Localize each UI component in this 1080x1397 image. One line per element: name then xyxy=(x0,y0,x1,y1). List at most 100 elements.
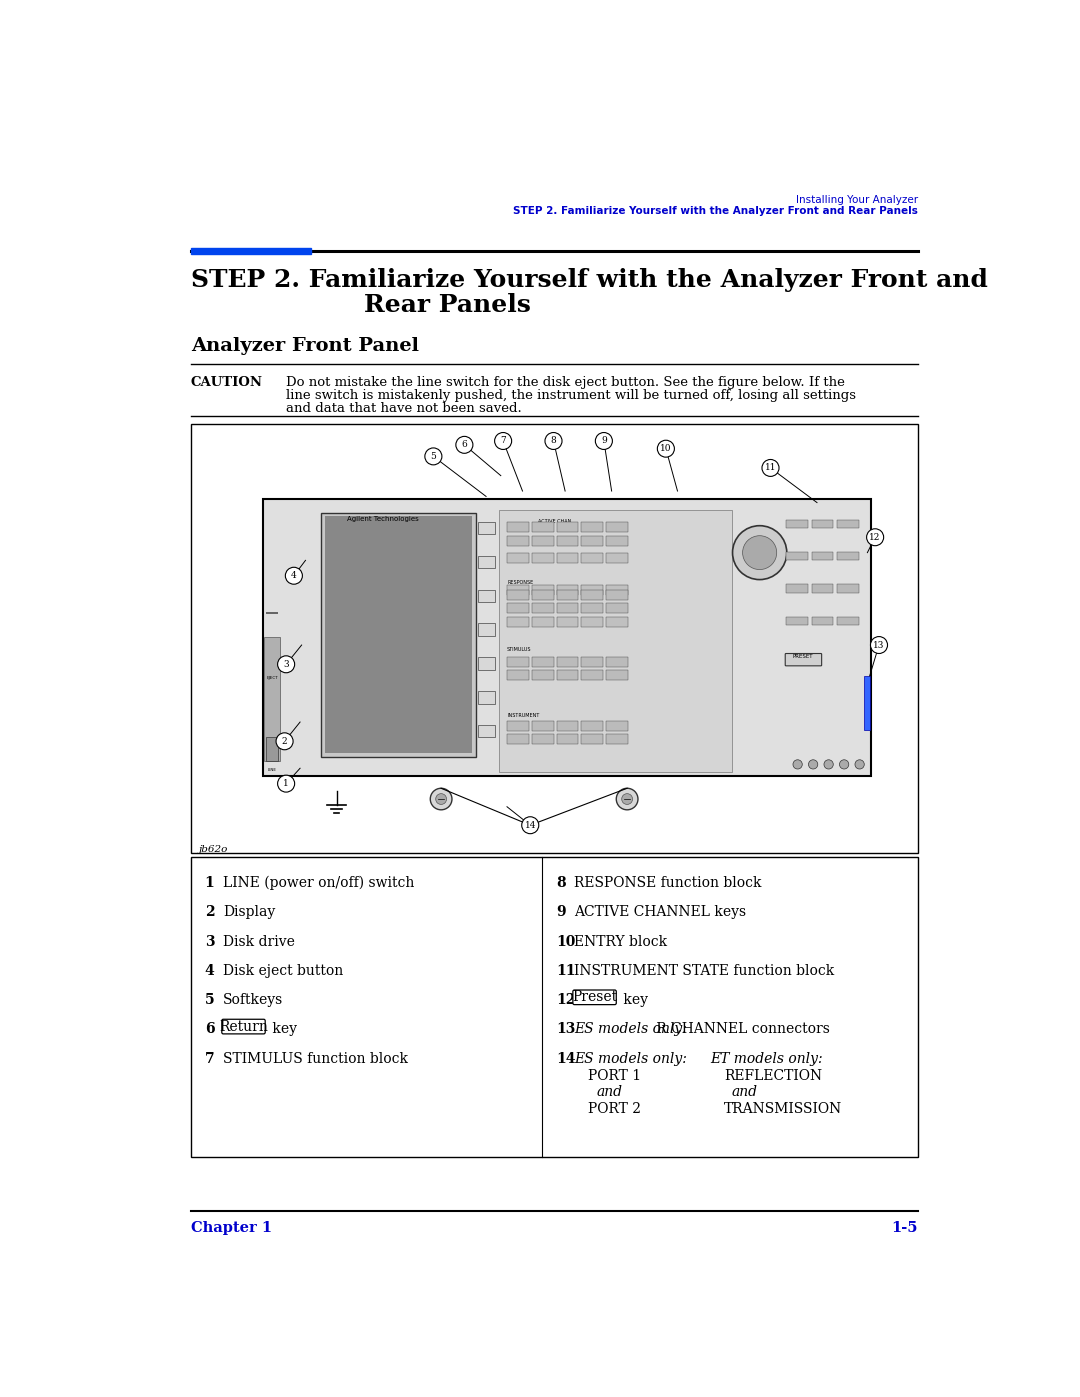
Circle shape xyxy=(762,460,779,476)
Bar xyxy=(606,522,627,532)
Text: 11: 11 xyxy=(765,464,777,472)
Text: 12: 12 xyxy=(869,532,881,542)
Text: 6: 6 xyxy=(461,440,468,450)
Bar xyxy=(581,617,603,627)
Circle shape xyxy=(495,433,512,450)
Bar xyxy=(581,721,603,731)
Text: 14: 14 xyxy=(556,1052,576,1066)
Bar xyxy=(191,425,918,854)
Bar xyxy=(811,520,834,528)
Text: TRANSMISSION: TRANSMISSION xyxy=(724,1102,842,1116)
Circle shape xyxy=(285,567,302,584)
Circle shape xyxy=(622,793,633,805)
Bar xyxy=(507,522,529,532)
Circle shape xyxy=(732,525,786,580)
Bar xyxy=(606,585,627,595)
Text: PORT 1: PORT 1 xyxy=(589,1069,642,1083)
Bar xyxy=(556,657,578,666)
Text: INSTRUMENT STATE function block: INSTRUMENT STATE function block xyxy=(575,964,835,978)
Bar xyxy=(606,617,627,627)
Text: Do not mistake the line switch for the disk eject button. See the figure below. : Do not mistake the line switch for the d… xyxy=(286,376,845,388)
Bar xyxy=(556,522,578,532)
Text: Chapter 1: Chapter 1 xyxy=(191,1221,272,1235)
Bar xyxy=(556,604,578,613)
Bar xyxy=(507,671,529,680)
Bar xyxy=(606,735,627,745)
Bar xyxy=(606,657,627,666)
Bar xyxy=(837,552,859,560)
Circle shape xyxy=(278,655,295,673)
Bar xyxy=(786,584,808,592)
Bar xyxy=(191,247,311,254)
Text: 10: 10 xyxy=(660,444,672,453)
Text: key: key xyxy=(619,993,648,1007)
Text: 13: 13 xyxy=(556,1023,576,1037)
Circle shape xyxy=(743,535,777,570)
Text: jb62o: jb62o xyxy=(199,845,228,854)
Text: 10: 10 xyxy=(556,935,576,949)
Bar xyxy=(531,590,554,599)
Bar xyxy=(581,604,603,613)
Text: 8: 8 xyxy=(551,436,556,446)
Bar xyxy=(581,535,603,546)
Text: Rear Panels: Rear Panels xyxy=(364,293,530,317)
Bar xyxy=(478,658,496,669)
Bar xyxy=(606,535,627,546)
Text: 11: 11 xyxy=(556,964,576,978)
Text: 5: 5 xyxy=(205,993,214,1007)
Circle shape xyxy=(430,788,451,810)
Text: LINE (power on/off) switch: LINE (power on/off) switch xyxy=(224,876,415,890)
Text: 9: 9 xyxy=(600,436,607,446)
Text: 9: 9 xyxy=(556,905,566,919)
Text: STIMULUS function block: STIMULUS function block xyxy=(224,1052,408,1066)
Bar xyxy=(507,604,529,613)
Text: LINE: LINE xyxy=(268,768,276,773)
Bar xyxy=(606,671,627,680)
Bar xyxy=(786,552,808,560)
Bar xyxy=(507,617,529,627)
Text: key: key xyxy=(268,1023,297,1037)
Circle shape xyxy=(595,433,612,450)
Circle shape xyxy=(855,760,864,768)
Text: REFLECTION: REFLECTION xyxy=(724,1069,822,1083)
Bar xyxy=(581,585,603,595)
Circle shape xyxy=(545,433,562,450)
Text: and: and xyxy=(732,1085,758,1099)
Bar xyxy=(556,585,578,595)
Bar xyxy=(531,721,554,731)
Text: 3: 3 xyxy=(205,935,214,949)
Circle shape xyxy=(793,760,802,768)
Text: RESPONSE function block: RESPONSE function block xyxy=(575,876,761,890)
Text: Return: Return xyxy=(219,1020,268,1034)
Text: Disk drive: Disk drive xyxy=(224,935,295,949)
Bar xyxy=(499,510,732,773)
Text: 6: 6 xyxy=(205,1023,214,1037)
Text: line switch is mistakenly pushed, the instrument will be turned off, losing all : line switch is mistakenly pushed, the in… xyxy=(286,388,856,401)
Text: R CHANNEL connectors: R CHANNEL connectors xyxy=(652,1023,829,1037)
Text: Display: Display xyxy=(224,905,275,919)
Bar xyxy=(556,535,578,546)
Text: 2: 2 xyxy=(205,905,214,919)
Bar xyxy=(478,692,496,704)
Circle shape xyxy=(839,760,849,768)
Bar xyxy=(581,590,603,599)
Bar xyxy=(556,553,578,563)
Bar xyxy=(266,612,279,615)
Text: STEP 2. Familiarize Yourself with the Analyzer Front and: STEP 2. Familiarize Yourself with the An… xyxy=(191,268,988,292)
Text: 1: 1 xyxy=(283,780,289,788)
Circle shape xyxy=(435,793,446,805)
Bar xyxy=(265,637,280,760)
Circle shape xyxy=(278,775,295,792)
Bar xyxy=(191,856,918,1157)
Circle shape xyxy=(522,817,539,834)
Bar xyxy=(606,721,627,731)
Circle shape xyxy=(866,529,883,546)
Circle shape xyxy=(424,448,442,465)
Text: 1: 1 xyxy=(205,876,215,890)
Text: 7: 7 xyxy=(500,436,507,446)
Bar xyxy=(556,617,578,627)
Bar xyxy=(531,604,554,613)
Text: 14: 14 xyxy=(525,820,536,830)
Bar xyxy=(811,616,834,624)
Text: PORT 2: PORT 2 xyxy=(589,1102,642,1116)
